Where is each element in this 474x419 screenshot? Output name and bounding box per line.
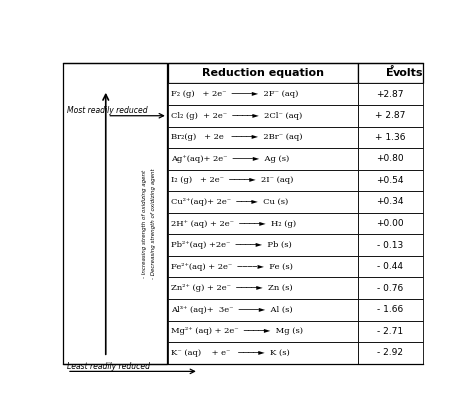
Bar	[357, 299, 423, 321]
Text: - 2.71: - 2.71	[377, 327, 403, 336]
Bar	[168, 299, 357, 321]
Bar	[168, 127, 357, 148]
Bar	[168, 234, 357, 256]
Text: K⁻ (aq)    + e⁻   ────►  K (s): K⁻ (aq) + e⁻ ────► K (s)	[171, 349, 290, 357]
Text: - Increasing strength of oxidizing agent: - Increasing strength of oxidizing agent	[142, 169, 147, 278]
Text: volts: volts	[392, 68, 423, 78]
Text: Pb²⁺(aq) +2e⁻  ────►  Pb (s): Pb²⁺(aq) +2e⁻ ────► Pb (s)	[171, 241, 292, 249]
Text: +0.00: +0.00	[376, 219, 404, 228]
Text: °: °	[390, 66, 394, 75]
Text: Mg²⁺ (aq) + 2e⁻  ────►  Mg (s): Mg²⁺ (aq) + 2e⁻ ────► Mg (s)	[171, 327, 303, 335]
Text: Reduction equation: Reduction equation	[202, 68, 324, 78]
Bar	[168, 105, 357, 127]
Text: Cl₂ (g)  + 2e⁻  ────►  2Cl⁻ (aq): Cl₂ (g) + 2e⁻ ────► 2Cl⁻ (aq)	[171, 112, 302, 120]
Text: - 1.66: - 1.66	[377, 305, 403, 314]
Text: + 2.87: + 2.87	[375, 111, 405, 120]
Text: +2.87: +2.87	[376, 90, 404, 98]
Text: Ag⁺(aq)+ 2e⁻  ────►  Ag (s): Ag⁺(aq)+ 2e⁻ ────► Ag (s)	[171, 155, 289, 163]
Text: Most readily reduced: Most readily reduced	[67, 106, 147, 115]
Bar	[63, 63, 167, 364]
Text: F₂ (g)   + 2e⁻  ────►  2F⁻ (aq): F₂ (g) + 2e⁻ ────► 2F⁻ (aq)	[171, 90, 298, 98]
Text: - 0.76: - 0.76	[377, 284, 403, 293]
Bar	[357, 234, 423, 256]
Text: - 2.92: - 2.92	[377, 348, 403, 357]
Bar	[168, 191, 357, 213]
Bar	[168, 63, 357, 83]
Bar	[168, 277, 357, 299]
Text: 2H⁺ (aq) + 2e⁻  ────►  H₂ (g): 2H⁺ (aq) + 2e⁻ ────► H₂ (g)	[171, 220, 296, 228]
Bar	[168, 83, 357, 105]
Text: +0.54: +0.54	[376, 176, 404, 185]
Bar	[357, 213, 423, 234]
Bar	[357, 191, 423, 213]
Bar	[357, 170, 423, 191]
Bar	[357, 105, 423, 127]
Bar	[357, 277, 423, 299]
Text: Cu²⁺(aq)+ 2e⁻  ───►  Cu (s): Cu²⁺(aq)+ 2e⁻ ───► Cu (s)	[171, 198, 288, 206]
Text: - 0.13: - 0.13	[377, 241, 403, 250]
Bar	[357, 256, 423, 277]
Text: +0.34: +0.34	[376, 197, 404, 207]
Text: Al³⁺ (aq)+  3e⁻  ────►  Al (s): Al³⁺ (aq)+ 3e⁻ ────► Al (s)	[171, 306, 292, 314]
Bar	[357, 321, 423, 342]
Bar	[357, 63, 423, 83]
Text: Fe²⁺(aq) + 2e⁻  ────►  Fe (s): Fe²⁺(aq) + 2e⁻ ────► Fe (s)	[171, 263, 293, 271]
Text: + 1.36: + 1.36	[375, 133, 405, 142]
Bar	[357, 342, 423, 364]
Text: Least readily reduced: Least readily reduced	[67, 362, 150, 370]
Bar	[168, 213, 357, 234]
Bar	[168, 256, 357, 277]
Text: - Decreasing strength of oxidizing agent: - Decreasing strength of oxidizing agent	[151, 168, 156, 279]
Text: E: E	[385, 68, 393, 78]
Text: Br₂(g)   + 2e   ────►  2Br⁻ (aq): Br₂(g) + 2e ────► 2Br⁻ (aq)	[171, 133, 302, 141]
Text: +0.80: +0.80	[376, 154, 404, 163]
Bar	[357, 127, 423, 148]
Text: I₂ (g)   + 2e⁻  ────►  2I⁻ (aq): I₂ (g) + 2e⁻ ────► 2I⁻ (aq)	[171, 176, 293, 184]
Bar	[168, 342, 357, 364]
Text: Zn²⁺ (g) + 2e⁻  ────►  Zn (s): Zn²⁺ (g) + 2e⁻ ────► Zn (s)	[171, 284, 292, 292]
Bar	[357, 83, 423, 105]
Text: - 0.44: - 0.44	[377, 262, 403, 271]
Bar	[168, 170, 357, 191]
Bar	[357, 148, 423, 170]
Bar	[168, 148, 357, 170]
Bar	[168, 321, 357, 342]
